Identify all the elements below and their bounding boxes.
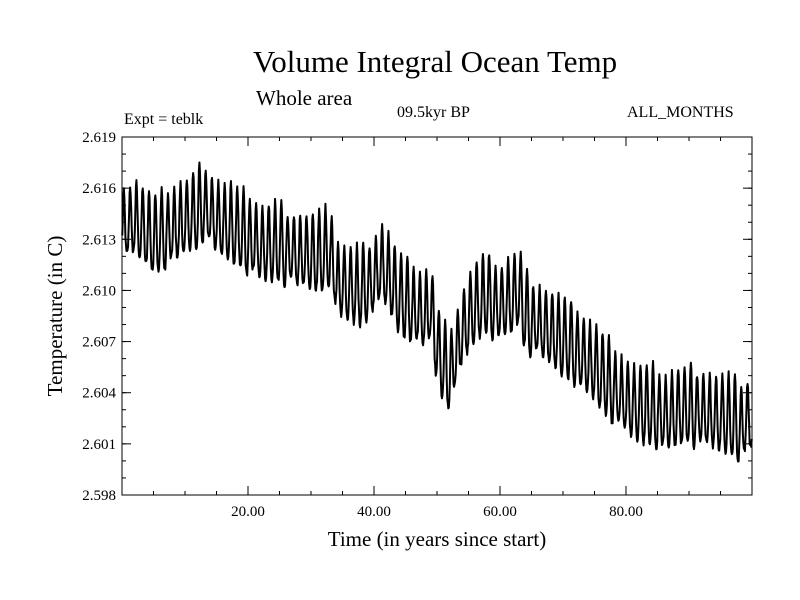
labels-layer: 2.598 2.601 2.604 2.607 2.610 2.613 2.616 2.619…	[43, 130, 643, 551]
y-tick-label: 2.601	[82, 437, 116, 453]
y-tick-label: 2.604	[82, 386, 116, 402]
x-tick-label: 20.00	[231, 504, 265, 520]
y-tick-label: 2.613	[82, 232, 116, 248]
x-axis-label: Time (in years since start)	[328, 527, 547, 551]
y-axis-label: Temperature (in C)	[43, 236, 67, 397]
chart-subtitle: Whole area	[256, 86, 353, 110]
y-tick-label: 2.619	[82, 130, 116, 146]
plot-frame	[121, 136, 753, 496]
x-tick-label: 80.00	[609, 504, 643, 520]
period-label: 09.5kyr BP	[397, 104, 470, 121]
experiment-label: Expt = teblk	[124, 111, 204, 128]
y-tick-label: 2.598	[82, 488, 116, 504]
series-layer	[121, 161, 753, 463]
x-tick-label: 60.00	[483, 504, 517, 520]
chart-title: Volume Integral Ocean Temp	[252, 44, 618, 79]
y-tick-label: 2.610	[82, 283, 116, 299]
y-tick-label: 2.616	[82, 181, 116, 197]
series-line	[121, 161, 753, 463]
y-tick-label: 2.607	[82, 335, 116, 351]
x-tick-label: 40.00	[357, 504, 391, 520]
months-label: ALL_MONTHS	[627, 104, 734, 121]
